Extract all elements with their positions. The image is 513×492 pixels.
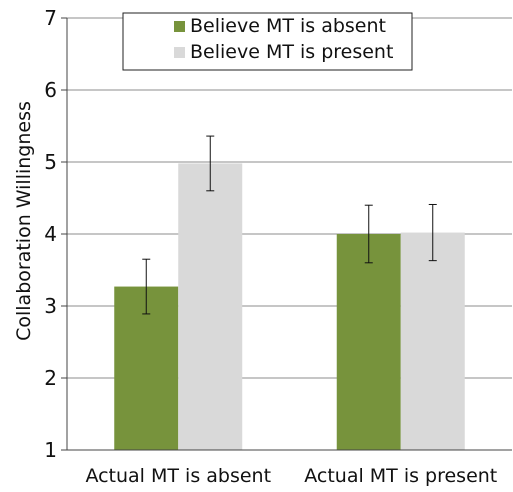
error-bars	[142, 135, 437, 315]
y-tick-label: 4	[44, 222, 57, 246]
y-tick-label: 5	[44, 150, 57, 174]
x-category-label: Actual MT is absent	[85, 465, 271, 487]
bar	[178, 163, 243, 450]
y-tick-label: 3	[44, 294, 57, 318]
legend-box	[122, 12, 413, 71]
y-tick-label: 2	[44, 366, 57, 390]
y-tick-label: 1	[44, 438, 57, 462]
axes	[66, 18, 512, 451]
x-category-label: Actual MT is present	[304, 465, 497, 487]
bar	[400, 232, 465, 450]
y-axis-title: Collaboration Willingness	[13, 101, 35, 341]
legend-swatch	[174, 21, 185, 32]
x-category-labels: Actual MT is absent Actual MT is present	[85, 465, 497, 487]
legend-label: Believe MT is present	[190, 41, 393, 63]
legend-swatch	[174, 47, 185, 58]
y-tick-label: 7	[44, 6, 57, 30]
bars	[114, 163, 465, 450]
y-tick-labels: 1 2 3 4 5 6 7	[44, 6, 57, 462]
legend: Believe MT is absent Believe MT is presen…	[122, 12, 413, 71]
y-tick-label: 6	[44, 78, 57, 102]
legend-label: Believe MT is absent	[190, 15, 386, 37]
bar	[336, 234, 401, 450]
